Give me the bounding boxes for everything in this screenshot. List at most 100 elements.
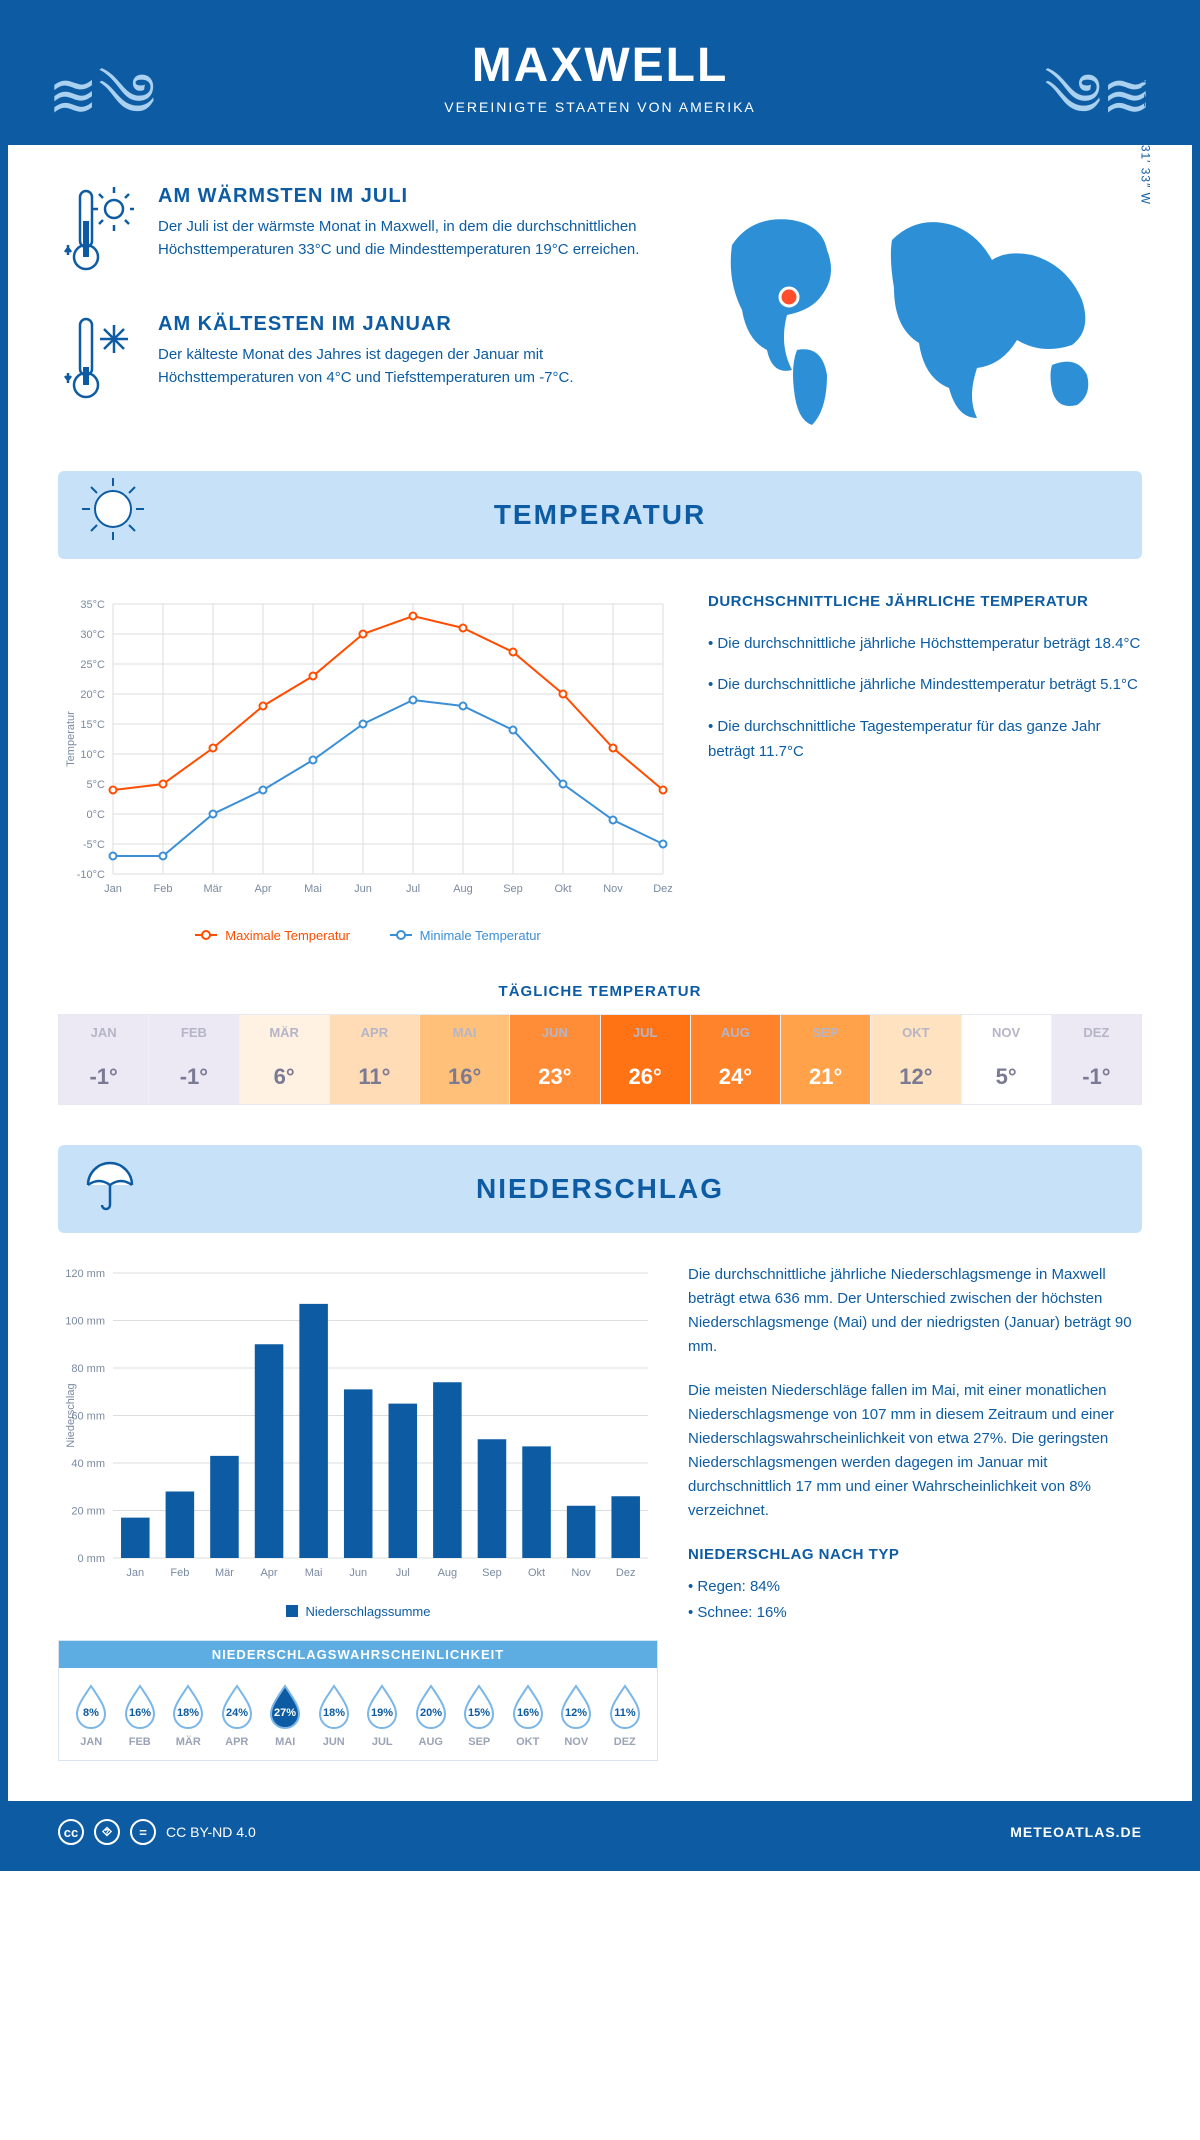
svg-text:0°C: 0°C <box>87 809 106 821</box>
svg-text:Dez: Dez <box>616 1567 636 1579</box>
page-header: ≋༄ MAXWELL VEREINIGTE STAATEN VON AMERIK… <box>8 8 1192 145</box>
sun-icon <box>78 474 148 556</box>
svg-text:19%: 19% <box>371 1707 393 1719</box>
prob-cell: 15% SEP <box>455 1682 504 1748</box>
cc-icon: cc <box>58 1819 84 1845</box>
svg-text:Aug: Aug <box>453 883 473 895</box>
prob-cell: 19% JUL <box>358 1682 407 1748</box>
city-title: MAXWELL <box>28 38 1172 93</box>
svg-text:11%: 11% <box>614 1707 636 1719</box>
coordinates-label: NEBRASKA 41° 4′ 36″ N — 100° 31′ 33″ W <box>1138 0 1152 205</box>
site-brand: METEOATLAS.DE <box>1010 1824 1142 1840</box>
country-subtitle: VEREINIGTE STAATEN VON AMERIKA <box>28 99 1172 115</box>
svg-text:20°C: 20°C <box>80 689 105 701</box>
svg-text:20%: 20% <box>420 1707 442 1719</box>
svg-text:Okt: Okt <box>554 883 571 895</box>
svg-text:Niederschlag: Niederschlag <box>65 1383 77 1447</box>
precipitation-chart: 0 mm20 mm40 mm60 mm80 mm100 mm120 mmNied… <box>58 1263 658 1593</box>
prob-cell: 11% DEZ <box>601 1682 650 1748</box>
svg-text:40 mm: 40 mm <box>71 1458 105 1470</box>
svg-text:80 mm: 80 mm <box>71 1363 105 1375</box>
svg-text:Dez: Dez <box>653 883 673 895</box>
world-map-icon <box>702 185 1142 435</box>
svg-text:Temperatur: Temperatur <box>65 711 77 767</box>
daily-cell: MAI 16° <box>420 1015 510 1104</box>
svg-text:-5°C: -5°C <box>83 839 105 851</box>
svg-text:15%: 15% <box>468 1707 490 1719</box>
svg-text:Apr: Apr <box>260 1567 277 1579</box>
thermometer-hot-icon <box>58 185 138 285</box>
svg-text:8%: 8% <box>83 1707 99 1719</box>
svg-text:35°C: 35°C <box>80 599 105 611</box>
precipitation-banner: NIEDERSCHLAG <box>58 1145 1142 1233</box>
svg-text:Jan: Jan <box>126 1567 144 1579</box>
daily-temp-table: JAN -1° FEB -1° MÄR 6° APR 11° MAI 16° J… <box>58 1014 1142 1105</box>
svg-text:100 mm: 100 mm <box>65 1315 105 1327</box>
svg-text:Jun: Jun <box>354 883 372 895</box>
svg-text:Feb: Feb <box>170 1567 189 1579</box>
svg-text:Mär: Mär <box>204 883 223 895</box>
svg-text:Nov: Nov <box>603 883 623 895</box>
svg-text:16%: 16% <box>129 1707 151 1719</box>
daily-cell: FEB -1° <box>149 1015 239 1104</box>
wind-icon: ༄≋ <box>1044 28 1152 197</box>
prob-cell: 8% JAN <box>67 1682 116 1748</box>
temperature-summary: DURCHSCHNITTLICHE JÄHRLICHE TEMPERATUR •… <box>708 589 1142 943</box>
precipitation-summary: Die durchschnittliche jährliche Niedersc… <box>688 1263 1142 1762</box>
svg-text:Apr: Apr <box>254 883 271 895</box>
daily-cell: SEP 21° <box>781 1015 871 1104</box>
prob-cell: 18% MÄR <box>164 1682 213 1748</box>
precip-prob-title: NIEDERSCHLAGSWAHRSCHEINLICHKEIT <box>59 1641 657 1668</box>
legend-precip: Niederschlagssumme <box>286 1604 431 1619</box>
prob-cell: 24% APR <box>213 1682 262 1748</box>
svg-text:Jan: Jan <box>104 883 122 895</box>
daily-cell: NOV 5° <box>962 1015 1052 1104</box>
svg-text:20 mm: 20 mm <box>71 1505 105 1517</box>
page-footer: cc ⯑ = CC BY-ND 4.0 METEOATLAS.DE <box>8 1801 1192 1863</box>
svg-text:-10°C: -10°C <box>77 869 105 881</box>
prob-cell: 16% FEB <box>116 1682 165 1748</box>
daily-cell: JUN 23° <box>510 1015 600 1104</box>
intro-section: AM WÄRMSTEN IM JULI Der Juli ist der wär… <box>8 145 1192 471</box>
svg-text:Mai: Mai <box>304 883 322 895</box>
legend-min: Minimale Temperatur <box>390 928 541 943</box>
svg-text:Jul: Jul <box>406 883 420 895</box>
daily-cell: APR 11° <box>330 1015 420 1104</box>
coldest-title: AM KÄLTESTEN IM JANUAR <box>158 313 672 336</box>
precip-probability-box: NIEDERSCHLAGSWAHRSCHEINLICHKEIT 8% JAN 1… <box>58 1640 658 1761</box>
warmest-block: AM WÄRMSTEN IM JULI Der Juli ist der wär… <box>58 185 672 285</box>
daily-cell: JUL 26° <box>601 1015 691 1104</box>
temperature-chart: -10°C -5°C 0°C 5°C 10°C 15°C 20°C 25°C 30°C 35°C J… <box>58 589 678 943</box>
svg-text:5°C: 5°C <box>87 779 106 791</box>
temperature-banner: TEMPERATUR <box>58 471 1142 559</box>
svg-text:16%: 16% <box>517 1707 539 1719</box>
daily-cell: JAN -1° <box>59 1015 149 1104</box>
coldest-text: Der kälteste Monat des Jahres ist dagege… <box>158 344 672 389</box>
svg-text:24%: 24% <box>226 1707 248 1719</box>
svg-text:Sep: Sep <box>482 1567 502 1579</box>
license-label: CC BY-ND 4.0 <box>166 1824 256 1840</box>
prob-cell: 27% MAI <box>261 1682 310 1748</box>
svg-text:30°C: 30°C <box>80 629 105 641</box>
umbrella-icon <box>78 1151 142 1227</box>
prob-cell: 18% JUN <box>310 1682 359 1748</box>
svg-text:25°C: 25°C <box>80 659 105 671</box>
svg-text:Feb: Feb <box>154 883 173 895</box>
coldest-block: AM KÄLTESTEN IM JANUAR Der kälteste Mona… <box>58 313 672 413</box>
svg-text:Jun: Jun <box>349 1567 367 1579</box>
precipitation-title: NIEDERSCHLAG <box>476 1173 724 1204</box>
prob-cell: 12% NOV <box>552 1682 601 1748</box>
daily-cell: AUG 24° <box>691 1015 781 1104</box>
svg-text:Nov: Nov <box>571 1567 591 1579</box>
daily-cell: DEZ -1° <box>1052 1015 1141 1104</box>
svg-text:15°C: 15°C <box>80 719 105 731</box>
svg-text:Sep: Sep <box>503 883 523 895</box>
svg-text:27%: 27% <box>274 1707 296 1719</box>
svg-text:Mai: Mai <box>305 1567 323 1579</box>
svg-text:18%: 18% <box>177 1707 199 1719</box>
temperature-title: TEMPERATUR <box>494 499 706 530</box>
svg-text:10°C: 10°C <box>80 749 105 761</box>
svg-text:12%: 12% <box>565 1707 587 1719</box>
svg-text:18%: 18% <box>323 1707 345 1719</box>
svg-text:Jul: Jul <box>396 1567 410 1579</box>
